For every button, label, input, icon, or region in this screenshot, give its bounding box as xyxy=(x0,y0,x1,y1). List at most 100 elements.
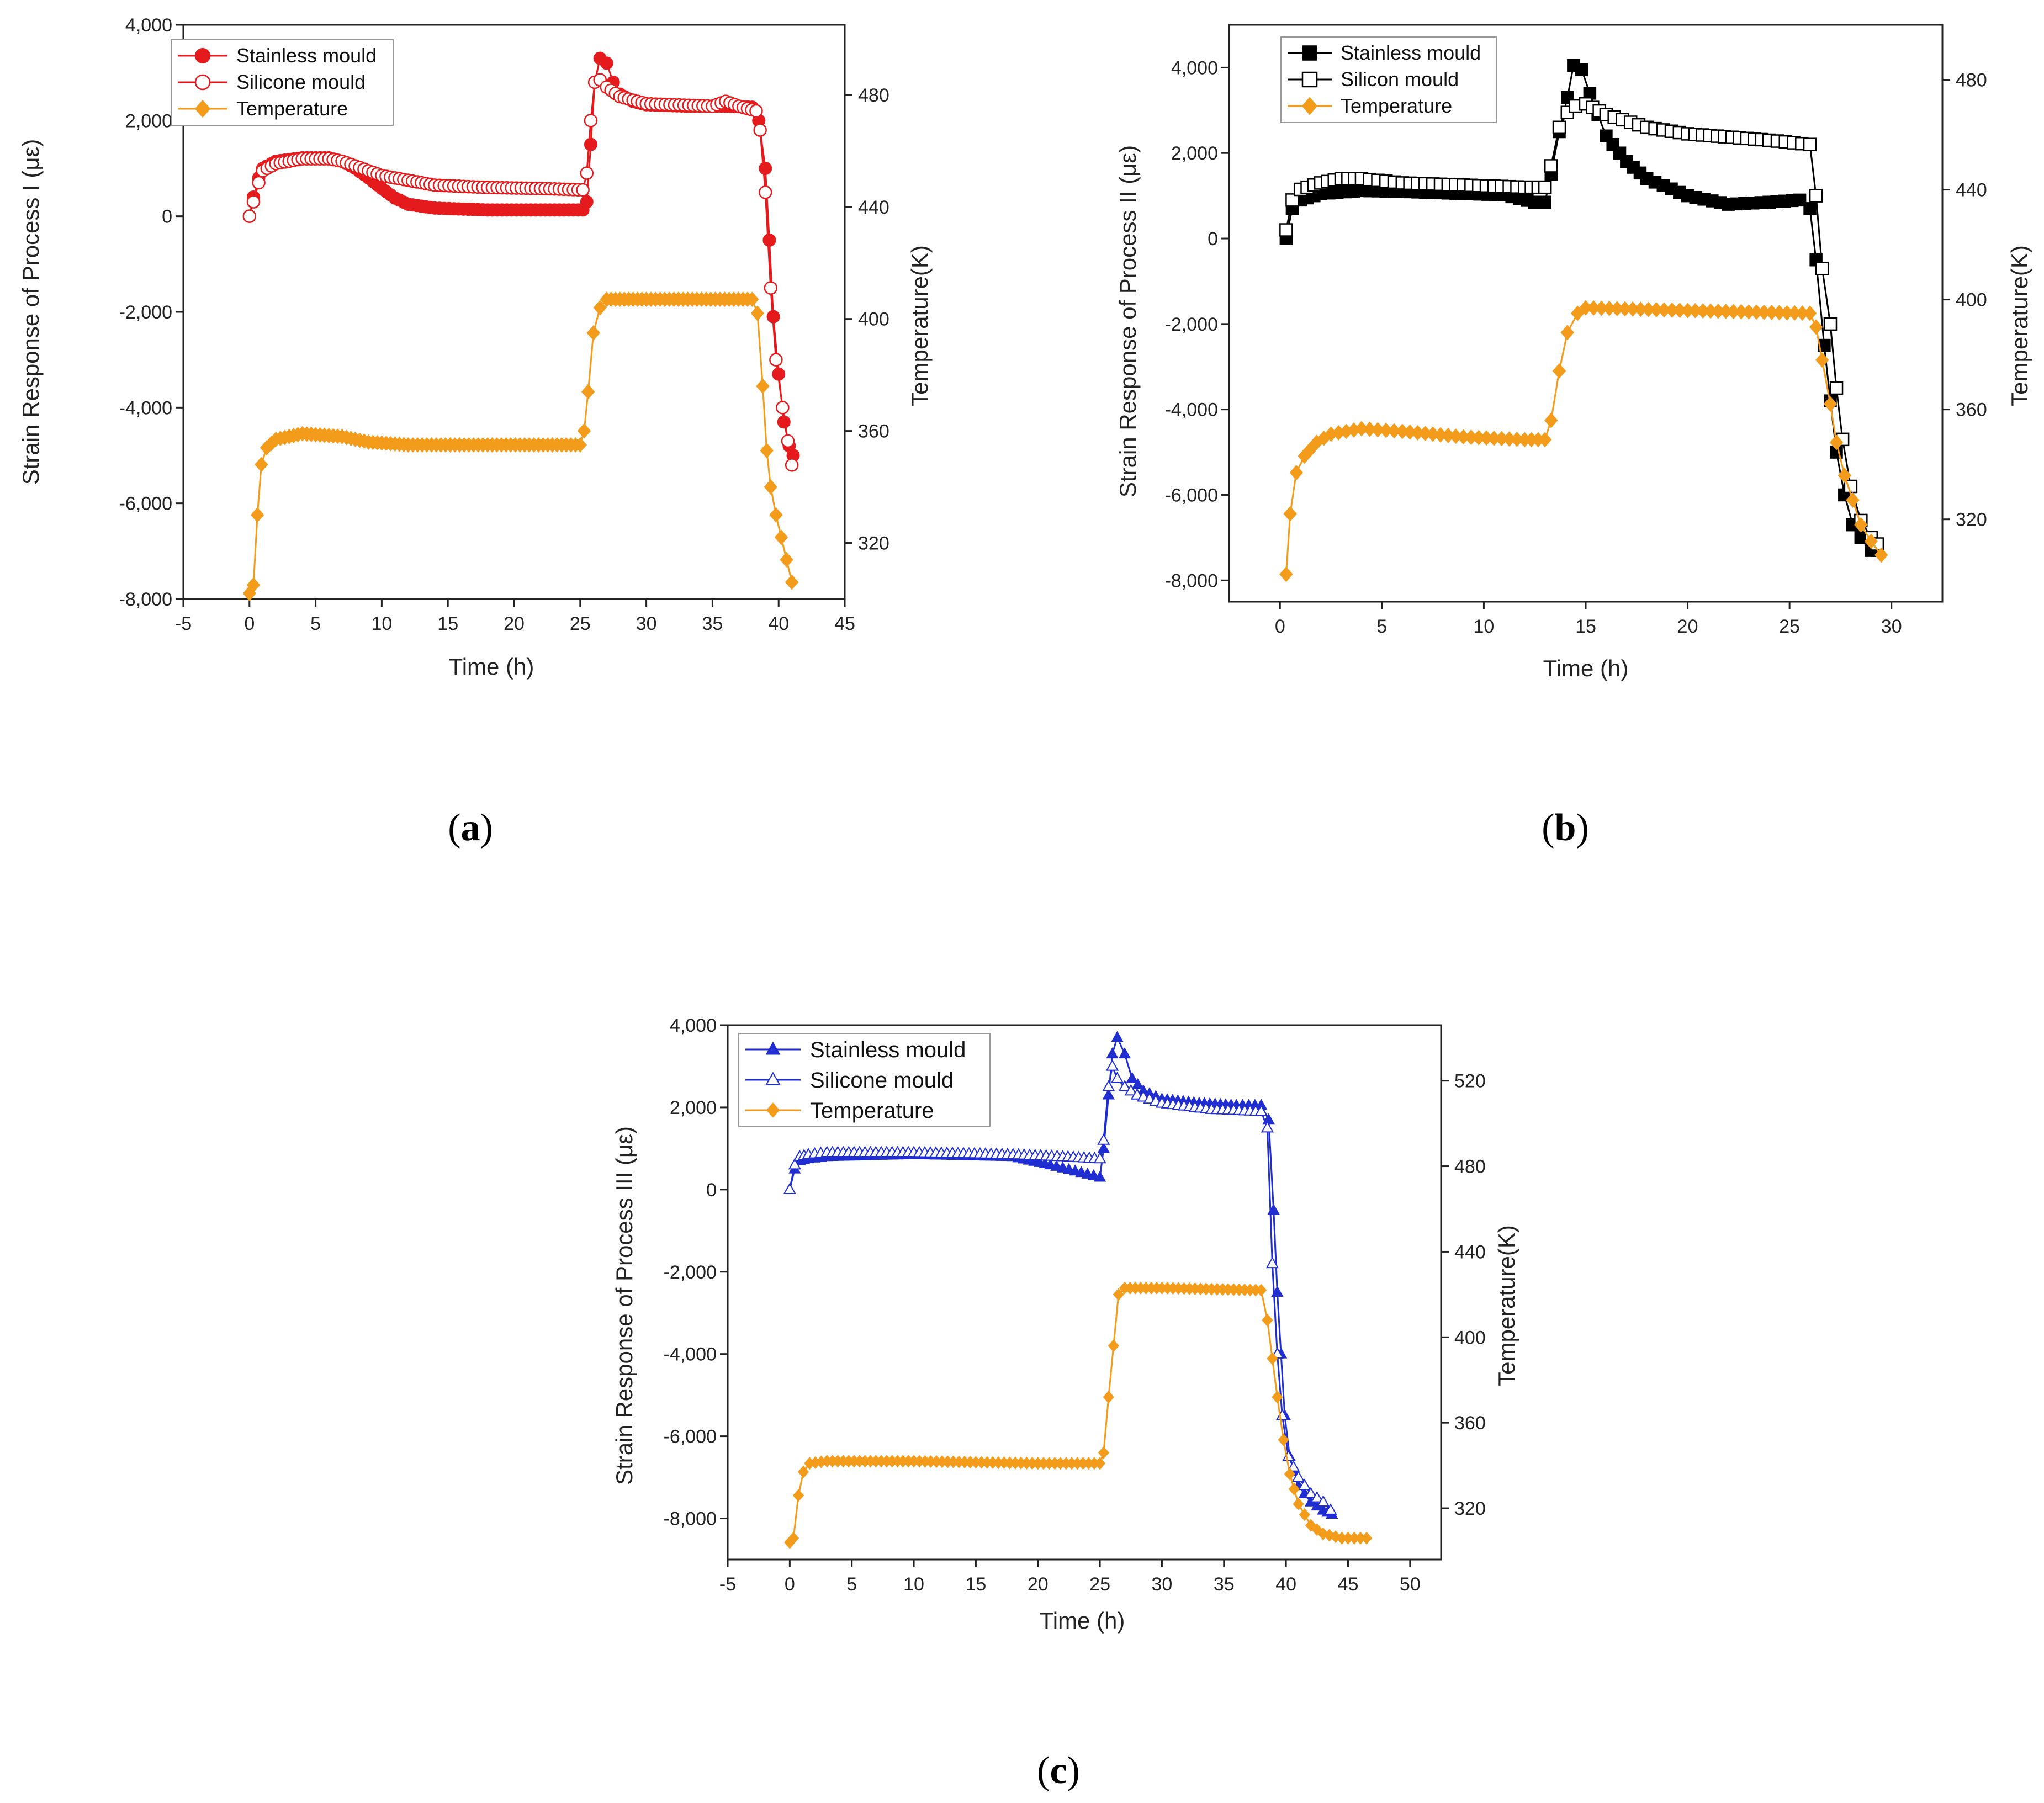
panel-c-point-stainless-mould xyxy=(1111,1031,1124,1042)
panel-b-point-silicon-mould xyxy=(1285,193,1299,207)
panel-b-x-tick-label: 5 xyxy=(1376,616,1387,637)
panel-c-point-silicone-mould xyxy=(1298,1478,1311,1491)
panel-c-y-tick-label: -8,000 xyxy=(664,1509,717,1530)
panel-c-y2-tick-label: 400 xyxy=(1454,1327,1486,1348)
panel-b-y2-axis-title: Temperature(K) xyxy=(2006,245,2032,406)
panel-b-point-temperature xyxy=(1809,319,1823,335)
panel-b-label-open: ( xyxy=(1542,807,1554,849)
panel-a-point-temperature xyxy=(255,457,268,473)
panel-a-y-axis-title: Strain Response of Process I (με) xyxy=(18,139,44,485)
panel-b-label-close: ) xyxy=(1576,807,1588,849)
panel-c-point-silicone-mould xyxy=(1310,1491,1323,1503)
panel-c-point-silicone-mould xyxy=(1093,1152,1106,1164)
panel-c-legend-sample-stainless xyxy=(745,1041,801,1055)
panel-b-y-tick-label: 2,000 xyxy=(1171,143,1218,164)
panel-c-point-temperature xyxy=(1113,1288,1124,1301)
panel-b-chart: 0 5 10 15 20 25 30 -8,000 -6,000 -4,000 -2,000 0 2,0… xyxy=(1115,24,2032,849)
panel-c-point-temperature xyxy=(1108,1339,1119,1353)
panel-b-y-axis-title: Strain Response of Process II (με) xyxy=(1115,145,1141,497)
panel-a-y-tick-label: -4,000 xyxy=(119,397,172,418)
panel-c-ticks: -5 0 5 10 15 20 25 30 35 40 45 50 -8,000 -6,000 -4,000… xyxy=(664,1015,1486,1595)
panel-b-y2-tick-label: 480 xyxy=(1956,70,1987,91)
panel-c-y-tick-label: 2,000 xyxy=(670,1097,717,1118)
panel-b-y-tick-label: -2,000 xyxy=(1165,314,1218,335)
panel-a-label-open: ( xyxy=(448,807,460,849)
panel-c-point-stainless-mould xyxy=(1126,1072,1139,1083)
panel-c-plot-frame xyxy=(727,1024,1442,1561)
panel-a-x-tick-label: 30 xyxy=(636,613,657,634)
panel-b-point-temperature xyxy=(1846,492,1860,508)
panel-b-x-tick-label: 25 xyxy=(1779,616,1800,637)
panel-c-point-temperature xyxy=(797,1465,809,1478)
panel-c-legend-label-silicone: Silicone mould xyxy=(810,1068,954,1093)
panel-c-label: (c) xyxy=(1037,1749,1080,1792)
panel-a-point-silicone-mould xyxy=(252,176,266,190)
panel-b-point-temperature xyxy=(1838,468,1852,484)
panel-a-series xyxy=(242,51,800,601)
panel-c-x-tick-label: 30 xyxy=(1152,1574,1173,1595)
panel-a-legend-sample-temperature xyxy=(178,99,227,118)
panel-c-y2-tick-label: 480 xyxy=(1454,1157,1486,1178)
panel-b-point-temperature xyxy=(1560,325,1574,341)
panel-a-x-tick-label: 20 xyxy=(504,613,525,634)
panel-c-y2-tick-label: 360 xyxy=(1454,1413,1486,1434)
panel-a-x-tick-label: 45 xyxy=(834,613,855,634)
panel-a-point-temperature xyxy=(581,384,595,400)
panel-b-point-silicon-mould xyxy=(1552,120,1566,135)
panel-c-point-temperature xyxy=(1284,1467,1295,1481)
panel-a-point-silicone-mould xyxy=(764,281,778,295)
panel-b-y-tick-label: 0 xyxy=(1208,229,1218,250)
panel-a-point-silicone-mould xyxy=(749,104,763,118)
panel-c-legend-marker-silicone-mould xyxy=(765,1072,781,1085)
panel-c-point-temperature xyxy=(1103,1391,1114,1404)
panel-c-point-temperature xyxy=(1272,1391,1283,1404)
panel-a-point-silicone-mould xyxy=(776,401,790,415)
panel-c-point-silicone-mould xyxy=(1261,1121,1274,1133)
panel-c-point-silicone-mould xyxy=(1110,1072,1124,1083)
panel-a-x-tick-label: 25 xyxy=(570,613,591,634)
panel-b-legend-label-silicon: Silicon mould xyxy=(1341,68,1459,91)
panel-c-legend-sample-temperature xyxy=(745,1102,801,1118)
panel-c-legend-sample-silicone xyxy=(745,1072,801,1085)
panel-b-point-temperature xyxy=(1864,533,1878,549)
panel-a-legend: Stainless mould Silicone mould Temperatu… xyxy=(171,39,394,126)
panel-c-point-temperature xyxy=(1098,1446,1109,1459)
panel-c-point-temperature xyxy=(1317,1527,1329,1541)
panel-a-series-line-silicone-mould xyxy=(248,78,793,465)
panel-a-point-stainless-mould xyxy=(580,195,594,209)
panel-c-x-tick-label: 5 xyxy=(846,1574,857,1595)
panel-a-ticks: -5 0 5 10 15 20 25 30 35 40 45 -8,000 -6,000 -4,000 -2… xyxy=(119,15,889,634)
panel-b-y2-tick-label: 320 xyxy=(1956,510,1987,531)
panel-b-point-temperature xyxy=(1283,506,1297,522)
panel-c-point-silicone-mould xyxy=(1324,1503,1337,1515)
panel-a-x-tick-label: 15 xyxy=(437,613,458,634)
panel-b-point-temperature xyxy=(1829,434,1844,450)
panel-c-chart: -5 0 5 10 15 20 25 30 35 40 45 50 -8,000 -6,000 -4,000… xyxy=(611,1015,1519,1792)
panel-c-point-silicone-mould xyxy=(1265,1256,1279,1269)
panel-a-point-temperature xyxy=(745,291,759,307)
panel-a-point-temperature xyxy=(577,423,591,439)
panel-a-legend-label-stainless: Stainless mould xyxy=(236,44,377,67)
panel-a-point-silicone-mould xyxy=(580,166,594,180)
panel-b-point-silicon-mould xyxy=(1829,381,1844,395)
panel-a-point-temperature xyxy=(573,437,587,453)
panel-a-x-tick-label: -5 xyxy=(175,613,192,634)
panel-b-legend-marker-temperature xyxy=(1301,97,1318,115)
panel-a-point-temperature xyxy=(756,378,770,394)
panel-b-x-tick-label: 20 xyxy=(1677,616,1698,637)
panel-c-x-tick-label: 40 xyxy=(1275,1574,1296,1595)
panel-b-series xyxy=(1279,59,1888,582)
panel-a-point-temperature xyxy=(593,300,607,316)
panel-c-series-markers-temperature xyxy=(784,1281,1373,1549)
panel-a-legend-marker-silicone-mould xyxy=(194,74,211,91)
panel-c-y2-axis-title: Temperature(K) xyxy=(1494,1225,1519,1386)
panel-a-legend-sample-silicone xyxy=(178,74,227,91)
panel-a-point-silicone-mould xyxy=(769,353,783,367)
panel-b-point-temperature xyxy=(1279,566,1293,582)
panel-c-point-silicone-mould xyxy=(1316,1495,1330,1507)
panel-c-x-tick-label: 35 xyxy=(1214,1574,1235,1595)
panel-b-y2-tick-label: 440 xyxy=(1956,180,1987,201)
panel-b-label-letter: b xyxy=(1555,807,1576,849)
panel-a-point-temperature xyxy=(586,325,600,341)
panel-b-point-silicon-mould xyxy=(1279,223,1293,237)
